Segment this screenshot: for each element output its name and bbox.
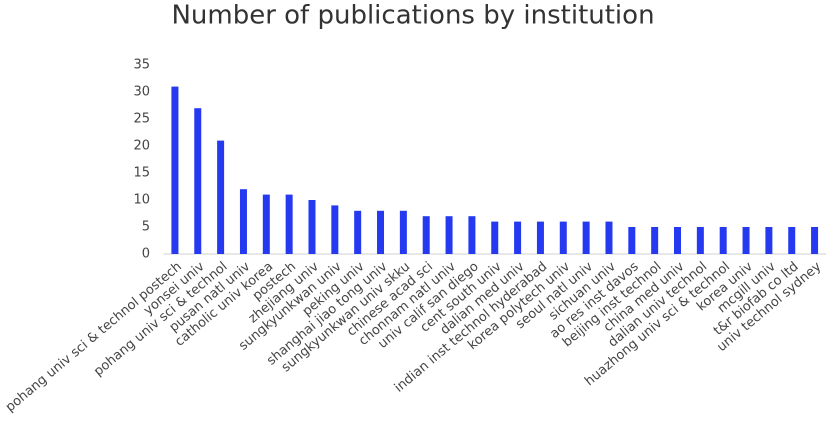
bar bbox=[605, 221, 613, 254]
bar bbox=[514, 221, 522, 254]
bar bbox=[788, 227, 796, 254]
bar bbox=[171, 86, 179, 254]
y-tick-label: 20 bbox=[133, 139, 150, 154]
bar bbox=[217, 140, 225, 254]
y-tick-label: 5 bbox=[142, 220, 150, 235]
bar bbox=[399, 210, 407, 254]
bar bbox=[239, 189, 247, 254]
x-tick-label: pohang univ sci & technol postech bbox=[3, 259, 185, 415]
bar bbox=[651, 227, 659, 254]
bar bbox=[422, 216, 430, 254]
bar bbox=[696, 227, 704, 254]
bar bbox=[719, 227, 727, 254]
bar bbox=[468, 216, 476, 254]
bar bbox=[811, 227, 819, 254]
bar bbox=[628, 227, 636, 254]
bar bbox=[491, 221, 499, 254]
bar bbox=[377, 210, 385, 254]
bar bbox=[445, 216, 453, 254]
bar bbox=[765, 227, 773, 254]
y-tick-label: 25 bbox=[133, 112, 150, 127]
y-tick-label: 35 bbox=[133, 58, 150, 73]
y-tick-label: 30 bbox=[133, 85, 150, 100]
y-tick-label: 0 bbox=[142, 247, 150, 262]
bar bbox=[354, 210, 362, 254]
bar bbox=[194, 108, 202, 254]
bar bbox=[331, 205, 339, 254]
y-tick-label: 15 bbox=[133, 166, 150, 181]
bar bbox=[674, 227, 682, 254]
bar bbox=[262, 194, 270, 254]
y-tick-label: 10 bbox=[133, 193, 150, 208]
bar bbox=[285, 194, 293, 254]
bar bbox=[742, 227, 750, 254]
chart-title: Number of publications by institution bbox=[171, 1, 654, 31]
bar bbox=[582, 221, 590, 254]
bar bbox=[559, 221, 567, 254]
bar bbox=[308, 200, 316, 254]
bar bbox=[536, 221, 544, 254]
